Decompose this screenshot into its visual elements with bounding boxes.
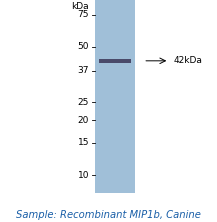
Text: 75: 75 <box>77 10 89 19</box>
Text: 15: 15 <box>77 139 89 147</box>
Bar <box>99 59 131 63</box>
Text: 20: 20 <box>78 115 89 125</box>
Text: 10: 10 <box>77 171 89 180</box>
Text: 37: 37 <box>77 66 89 75</box>
Text: 50: 50 <box>77 42 89 52</box>
Text: 42kDa: 42kDa <box>174 56 202 65</box>
Text: 25: 25 <box>78 98 89 107</box>
Text: Sample: Recombinant MIP1b, Canine: Sample: Recombinant MIP1b, Canine <box>16 210 201 220</box>
Text: kDa: kDa <box>71 2 89 11</box>
Bar <box>95 0 135 193</box>
